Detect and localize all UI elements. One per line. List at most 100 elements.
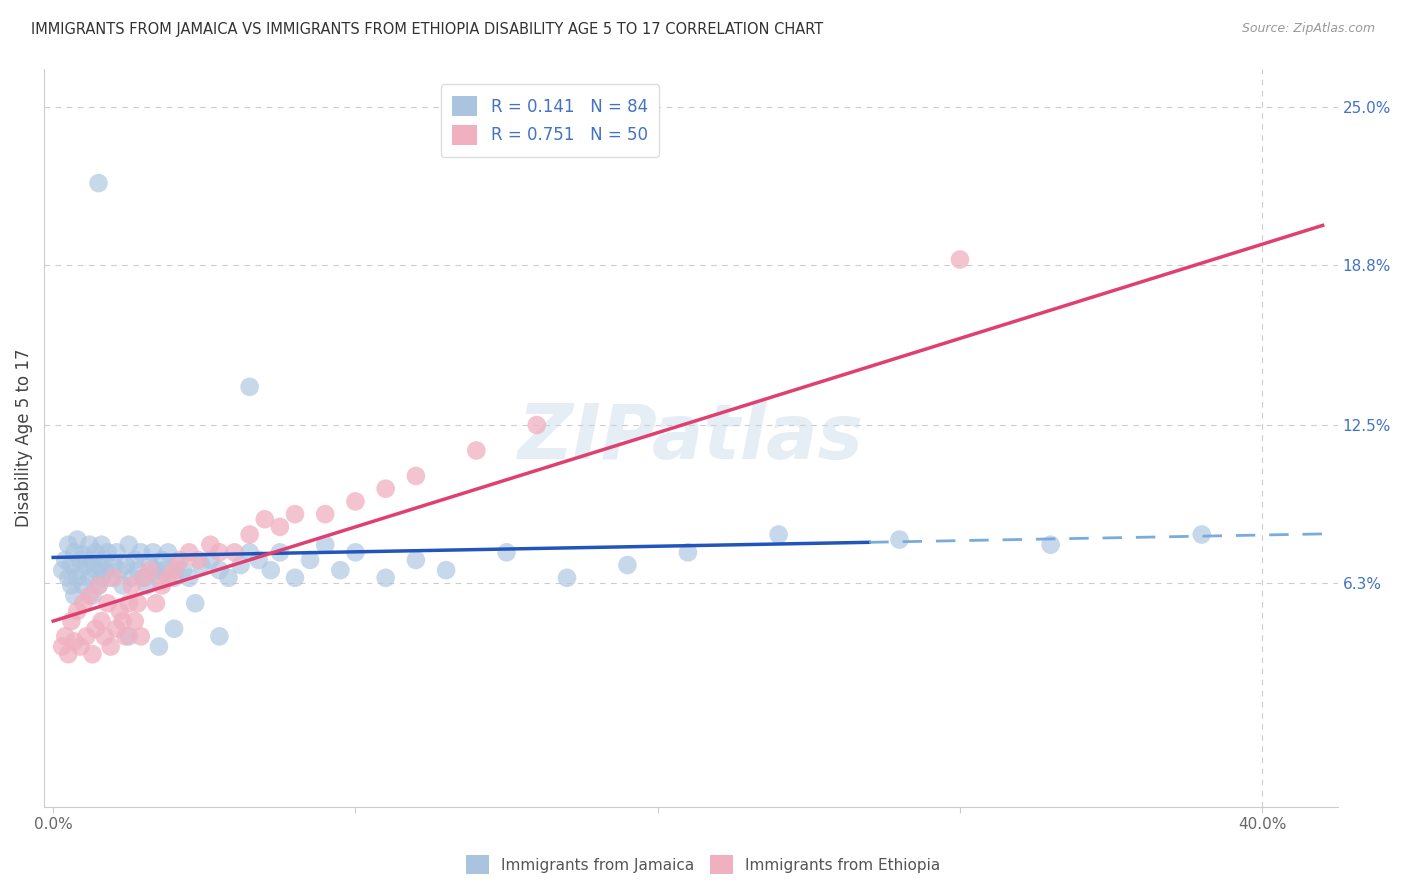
Point bbox=[329, 563, 352, 577]
Point bbox=[139, 563, 162, 577]
Point bbox=[200, 538, 222, 552]
Point bbox=[526, 417, 548, 432]
Point bbox=[124, 614, 146, 628]
Legend: R = 0.141   N = 84, R = 0.751   N = 50: R = 0.141 N = 84, R = 0.751 N = 50 bbox=[440, 84, 659, 157]
Point bbox=[184, 596, 207, 610]
Point bbox=[58, 647, 80, 661]
Point bbox=[79, 571, 101, 585]
Point bbox=[239, 380, 262, 394]
Point bbox=[208, 563, 231, 577]
Point bbox=[495, 545, 517, 559]
Point bbox=[51, 563, 73, 577]
Point bbox=[118, 629, 141, 643]
Point bbox=[239, 545, 262, 559]
Point bbox=[153, 563, 176, 577]
Point bbox=[105, 622, 128, 636]
Point bbox=[405, 469, 427, 483]
Point bbox=[82, 553, 104, 567]
Point bbox=[121, 571, 143, 585]
Point bbox=[142, 545, 165, 559]
Point bbox=[63, 545, 86, 559]
Point bbox=[103, 571, 125, 585]
Point bbox=[135, 578, 157, 592]
Point bbox=[169, 553, 191, 567]
Point bbox=[108, 563, 131, 577]
Point bbox=[148, 571, 170, 585]
Point bbox=[224, 545, 246, 559]
Point bbox=[66, 604, 89, 618]
Point bbox=[1039, 538, 1062, 552]
Point bbox=[374, 482, 396, 496]
Point bbox=[105, 545, 128, 559]
Point bbox=[314, 507, 336, 521]
Point bbox=[60, 578, 83, 592]
Point bbox=[163, 571, 186, 585]
Point bbox=[82, 647, 104, 661]
Point bbox=[218, 571, 240, 585]
Point bbox=[100, 640, 122, 654]
Point bbox=[768, 527, 790, 541]
Point bbox=[53, 629, 76, 643]
Point bbox=[374, 571, 396, 585]
Point bbox=[405, 553, 427, 567]
Point bbox=[148, 640, 170, 654]
Point bbox=[145, 563, 167, 577]
Point bbox=[58, 538, 80, 552]
Point bbox=[93, 553, 115, 567]
Point bbox=[72, 578, 94, 592]
Point bbox=[157, 545, 180, 559]
Point bbox=[69, 553, 91, 567]
Point bbox=[555, 571, 578, 585]
Point bbox=[63, 634, 86, 648]
Point bbox=[676, 545, 699, 559]
Point bbox=[51, 640, 73, 654]
Point bbox=[108, 604, 131, 618]
Text: ZIPatlas: ZIPatlas bbox=[517, 401, 863, 475]
Point bbox=[75, 629, 97, 643]
Point bbox=[90, 571, 112, 585]
Point bbox=[114, 629, 136, 643]
Point bbox=[179, 571, 201, 585]
Point bbox=[208, 545, 231, 559]
Point bbox=[260, 563, 283, 577]
Point bbox=[111, 614, 134, 628]
Point bbox=[465, 443, 488, 458]
Point bbox=[150, 553, 173, 567]
Point bbox=[299, 553, 322, 567]
Point bbox=[172, 563, 194, 577]
Point bbox=[53, 553, 76, 567]
Point bbox=[103, 558, 125, 572]
Point bbox=[100, 571, 122, 585]
Point bbox=[93, 563, 115, 577]
Point bbox=[434, 563, 457, 577]
Point bbox=[87, 578, 110, 592]
Point bbox=[150, 578, 173, 592]
Point bbox=[314, 538, 336, 552]
Point bbox=[97, 545, 120, 559]
Point bbox=[616, 558, 638, 572]
Point bbox=[60, 558, 83, 572]
Point bbox=[132, 571, 155, 585]
Point bbox=[166, 558, 188, 572]
Point bbox=[269, 545, 291, 559]
Point bbox=[253, 512, 276, 526]
Point bbox=[269, 520, 291, 534]
Point bbox=[118, 596, 141, 610]
Point bbox=[69, 563, 91, 577]
Point bbox=[127, 596, 149, 610]
Point bbox=[344, 545, 367, 559]
Point bbox=[247, 553, 270, 567]
Legend: Immigrants from Jamaica, Immigrants from Ethiopia: Immigrants from Jamaica, Immigrants from… bbox=[460, 849, 946, 880]
Point bbox=[87, 558, 110, 572]
Point bbox=[190, 558, 212, 572]
Point bbox=[124, 553, 146, 567]
Point bbox=[60, 614, 83, 628]
Point bbox=[82, 589, 104, 603]
Point bbox=[1191, 527, 1213, 541]
Point bbox=[84, 622, 107, 636]
Point bbox=[66, 571, 89, 585]
Point bbox=[889, 533, 911, 547]
Point bbox=[179, 545, 201, 559]
Point bbox=[284, 571, 307, 585]
Point bbox=[58, 571, 80, 585]
